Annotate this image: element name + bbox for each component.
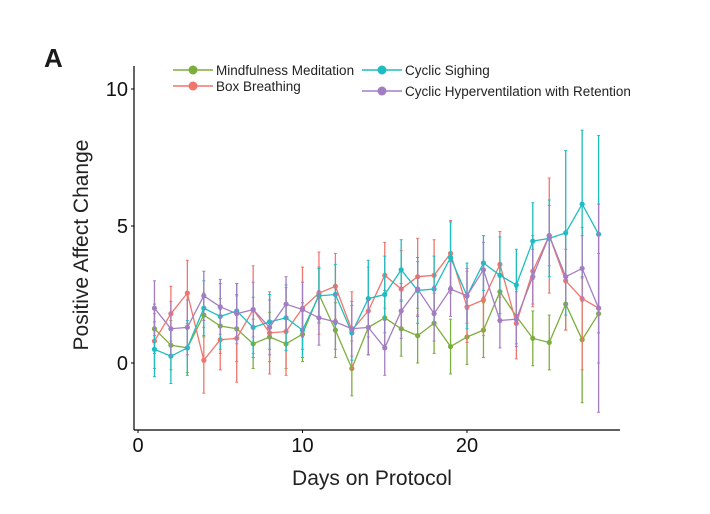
legend-label: Cyclic Sighing [405,63,490,78]
legend-label: Box Breathing [216,79,301,94]
data-point [596,305,602,311]
panel-label: A [44,43,63,73]
data-point [579,201,585,207]
data-point [480,267,487,273]
data-point [563,230,569,236]
data-point [267,324,273,330]
data-point [415,333,421,339]
data-point [497,317,503,324]
legend-label: Cyclic Hyperventilation with Retention [405,84,631,99]
legend-marker [188,81,198,91]
y-axis-label: Positive Affect Change [70,140,93,351]
legend-marker [188,65,198,75]
data-point [168,326,174,332]
series-3 [151,203,602,413]
data-point [530,238,536,244]
legend-item: Cyclic Sighing [362,63,490,78]
legend-marker [377,65,387,75]
series-2 [151,129,602,385]
x-axis-label: Days on Protocol [292,467,452,490]
data-point [365,324,371,330]
series-line [153,290,600,371]
data-point [415,286,421,292]
data-point [546,232,552,239]
data-point [151,346,158,352]
x-tick-label: 10 [291,435,313,457]
data-point [201,357,207,363]
data-point [398,267,404,273]
axis-ticks: 0 5 10 0 10 20 [106,79,478,457]
data-point [513,316,519,322]
data-point [283,301,289,307]
legend-label: Mindfulness Meditation [216,63,354,78]
series-line [153,233,600,350]
x-tick-label: 20 [456,435,478,457]
series-1 [151,177,602,394]
data-point [447,286,454,292]
data-point [480,297,487,303]
data-point [217,304,223,310]
series-line [154,202,600,357]
data-point [563,274,569,280]
legend-marker [377,86,387,96]
data-point [332,319,338,325]
data-point [398,308,404,314]
x-tick-label: 0 [132,435,143,457]
data-point [316,315,322,321]
data-point [579,265,585,272]
legend-item: Cyclic Hyperventilation with Retention [362,84,631,99]
data-point [382,291,388,298]
data-point [431,311,437,317]
data-point [464,293,470,299]
y-tick-label: 10 [106,79,128,101]
data-point [151,305,158,311]
data-point [349,326,355,332]
legend-item: Mindfulness Meditation [173,63,354,78]
data-point [447,343,454,350]
plot-marks [151,129,602,413]
data-point [299,306,306,313]
legend-item: Box Breathing [173,79,301,94]
data-point [382,345,388,351]
data-point [447,254,454,261]
data-point [513,282,519,288]
series-0 [151,263,602,404]
data-point [546,339,552,346]
data-point [497,272,503,278]
data-point [184,290,190,296]
data-point [250,306,256,313]
data-point [201,293,207,299]
data-point [530,335,536,341]
data-point [234,311,240,317]
y-tick-label: 5 [117,216,128,238]
y-tick-label: 0 [117,353,128,375]
data-point [184,324,190,330]
data-point [530,274,536,280]
